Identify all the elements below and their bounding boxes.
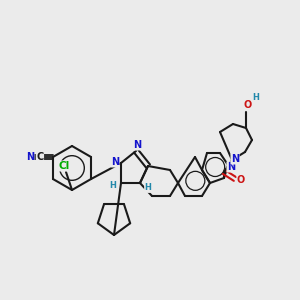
Text: N: N — [227, 162, 235, 172]
Text: H: H — [110, 182, 116, 190]
Text: H: H — [145, 184, 152, 193]
Text: O: O — [237, 175, 245, 185]
Text: H: H — [253, 94, 260, 103]
Text: N: N — [26, 152, 34, 162]
Text: Cl: Cl — [58, 161, 70, 171]
Text: C: C — [36, 152, 43, 162]
Text: N: N — [231, 154, 239, 164]
Text: N: N — [111, 157, 119, 167]
Text: O: O — [244, 100, 252, 110]
Text: N: N — [133, 140, 141, 150]
